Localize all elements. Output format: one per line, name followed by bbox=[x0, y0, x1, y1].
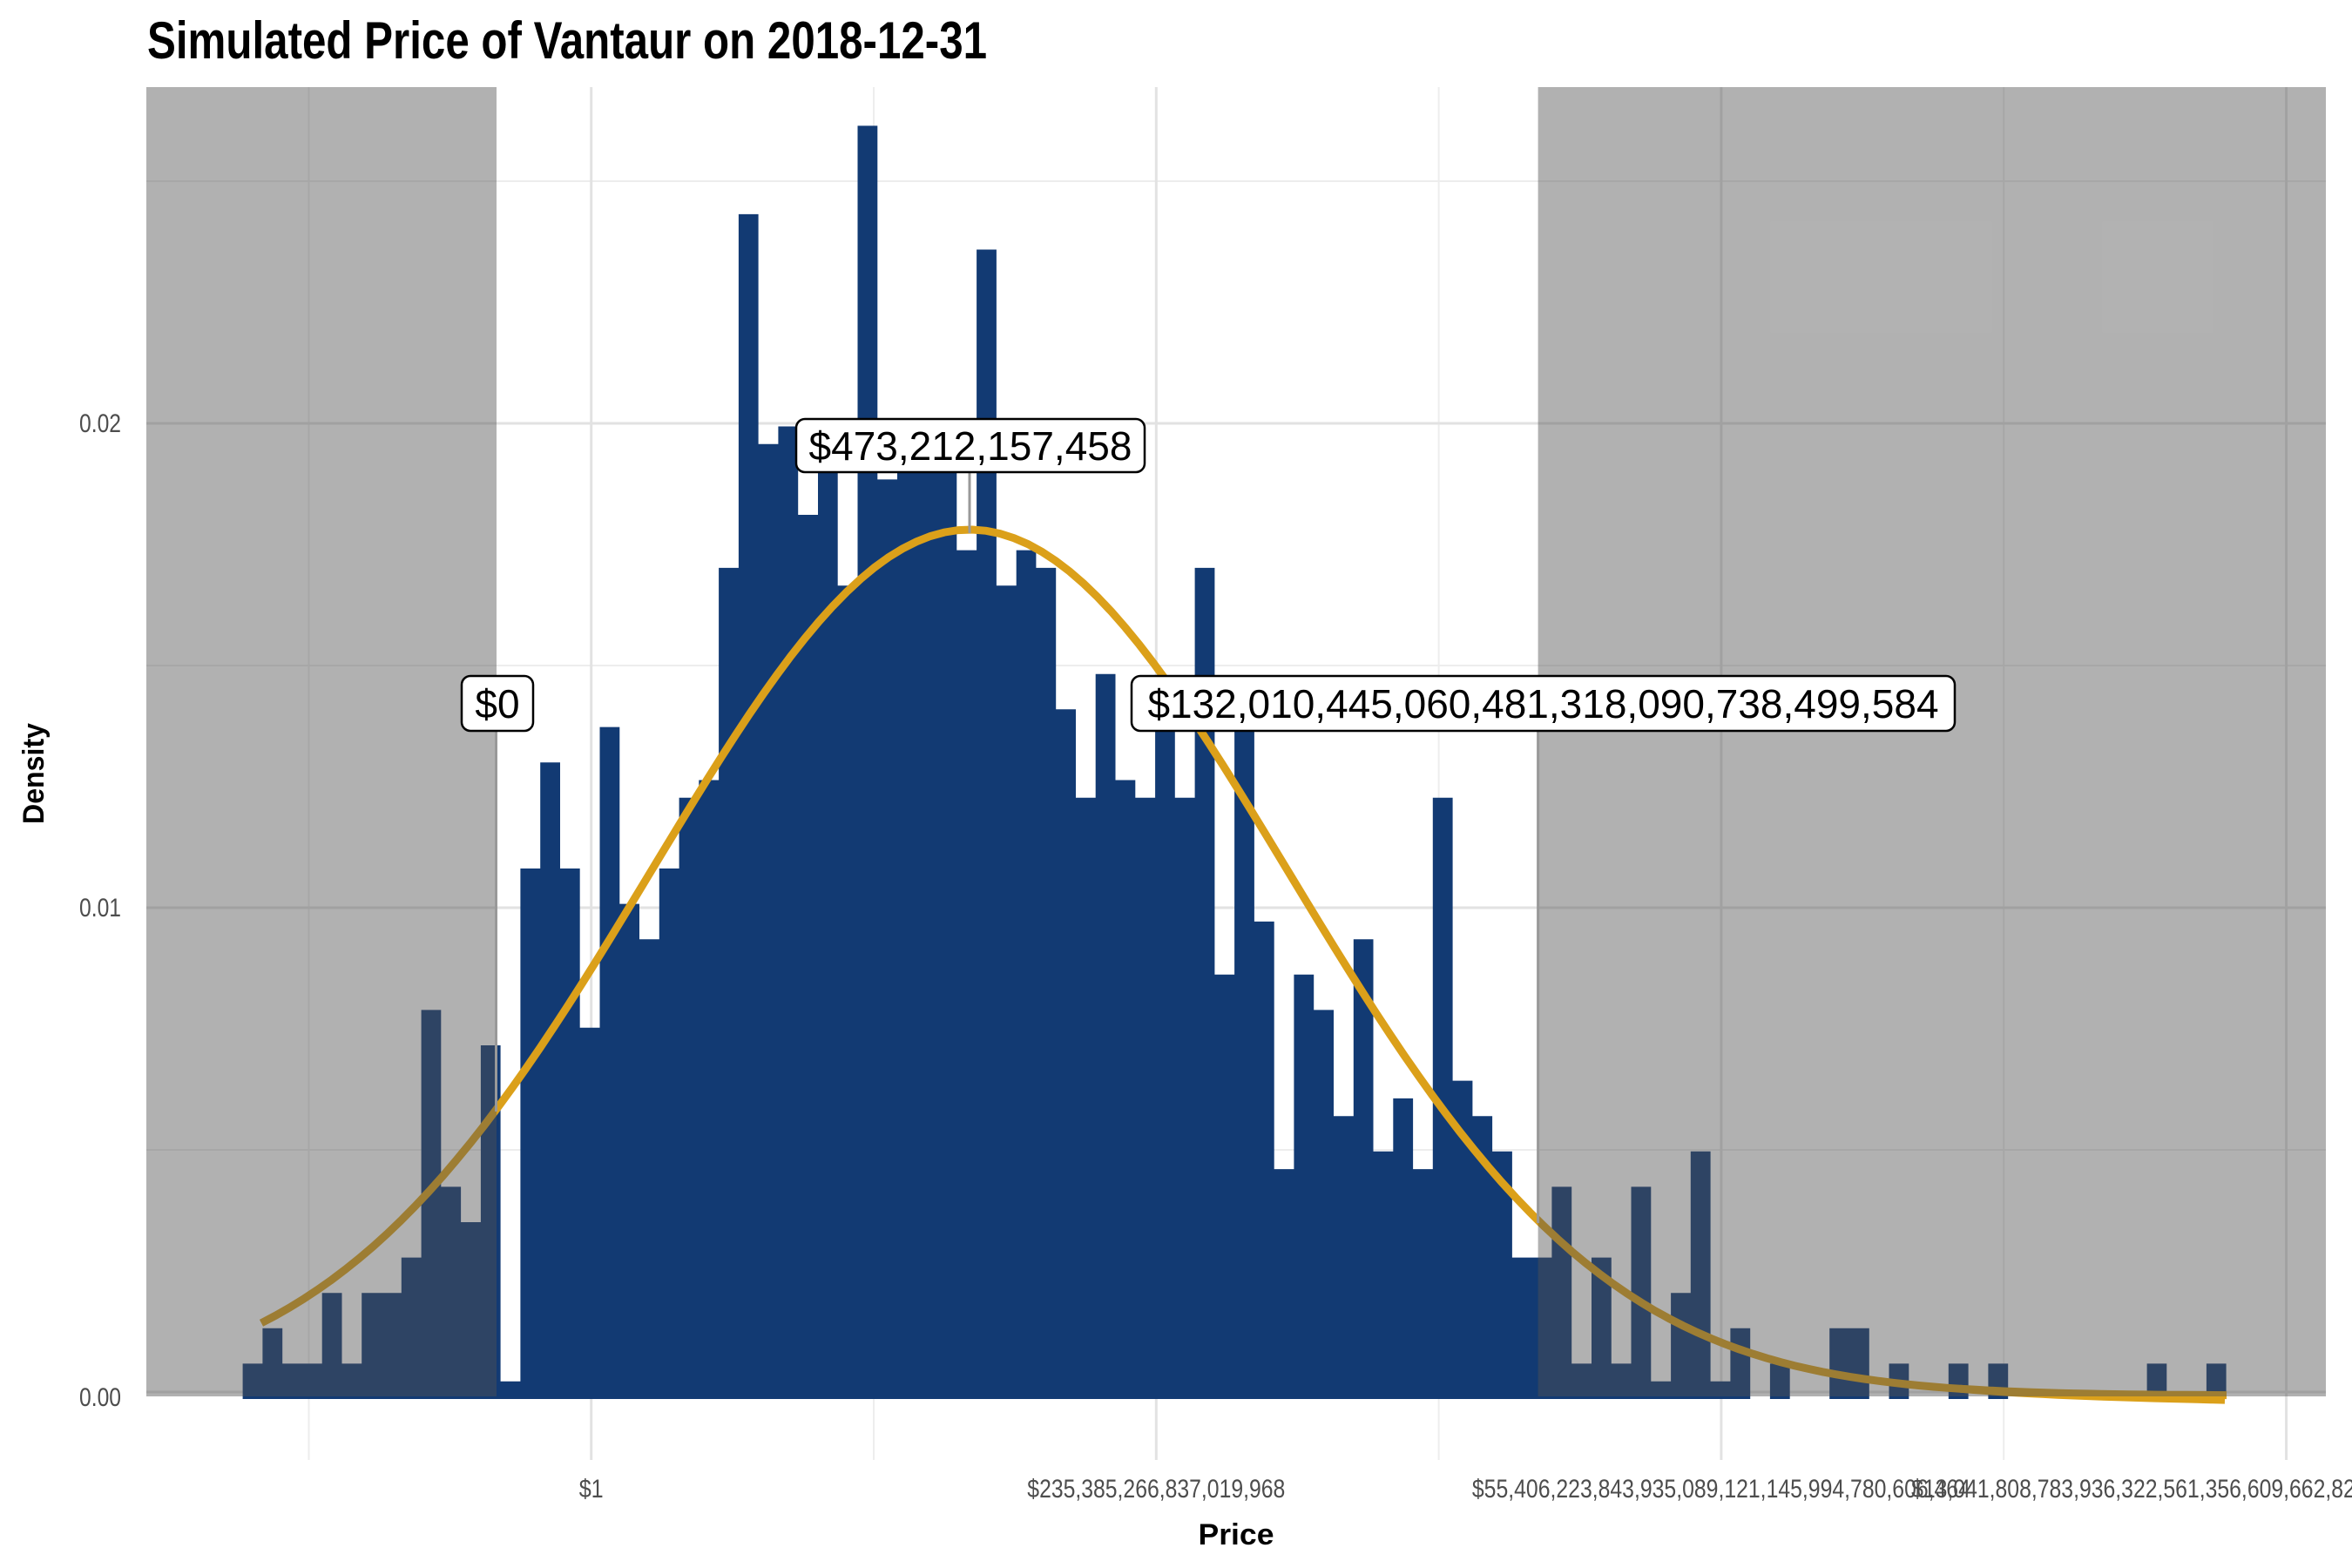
svg-text:$132,010,445,060,481,318,090,7: $132,010,445,060,481,318,090,738,499,584 bbox=[1147, 681, 1938, 727]
svg-text:Density: Density bbox=[17, 723, 51, 824]
svg-text:Simulated Price of Vantaur on: Simulated Price of Vantaur on 2018-12-31 bbox=[147, 11, 987, 70]
svg-text:$0: $0 bbox=[475, 681, 519, 727]
svg-text:$473,212,157,458: $473,212,157,458 bbox=[809, 423, 1132, 469]
svg-text:$13,041,808,783,936,322,561,35: $13,041,808,783,936,322,561,356,609,662,… bbox=[1911, 1475, 2352, 1504]
svg-text:0.02: 0.02 bbox=[79, 409, 121, 438]
svg-text:$55,406,223,843,935,089,121,14: $55,406,223,843,935,089,121,145,994,780,… bbox=[1472, 1475, 1970, 1504]
svg-text:0.00: 0.00 bbox=[79, 1383, 121, 1412]
svg-text:0.01: 0.01 bbox=[79, 894, 121, 923]
svg-text:Price: Price bbox=[1199, 1518, 1274, 1551]
svg-text:$235,385,266,837,019,968: $235,385,266,837,019,968 bbox=[1027, 1475, 1285, 1504]
svg-text:$1: $1 bbox=[579, 1475, 604, 1504]
